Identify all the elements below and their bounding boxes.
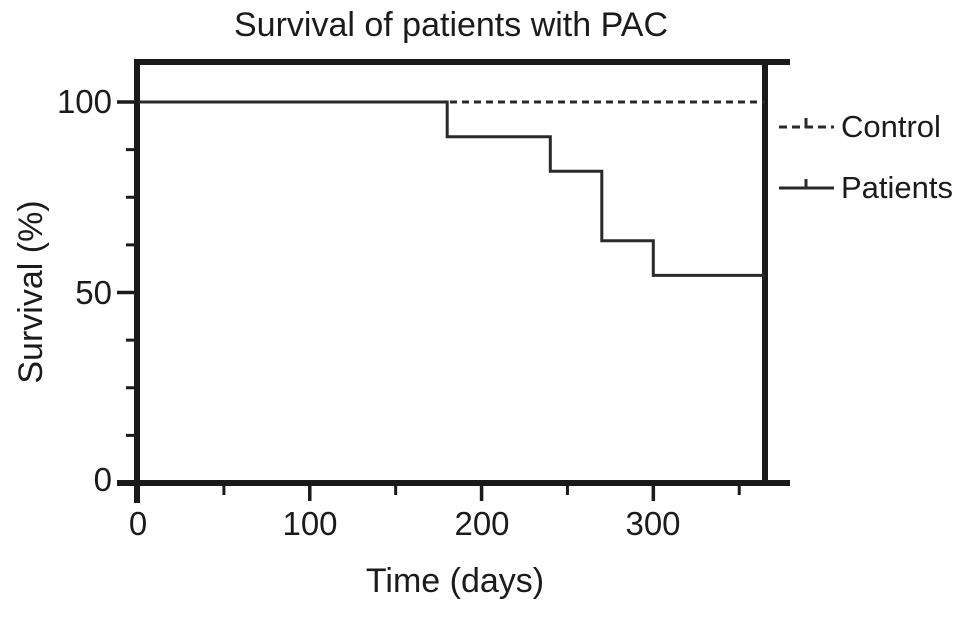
y-tick-label-0: 0 [93,461,112,498]
chart-title: Survival of patients with PAC [234,6,668,44]
x-tick-label-300: 300 [625,505,681,542]
legend-label-patients: Patients [841,170,954,205]
x-axis-label: Time (days) [365,562,545,600]
series-patients-curve [138,100,765,277]
x-tick-label-200: 200 [454,505,510,542]
x-tick-label-100: 100 [282,505,338,542]
y-tick-label-100: 100 [56,83,112,120]
legend-label-control: Control [841,109,941,144]
x-tick-label-0: 0 [128,505,148,542]
y-tick-label-50: 50 [75,274,112,311]
